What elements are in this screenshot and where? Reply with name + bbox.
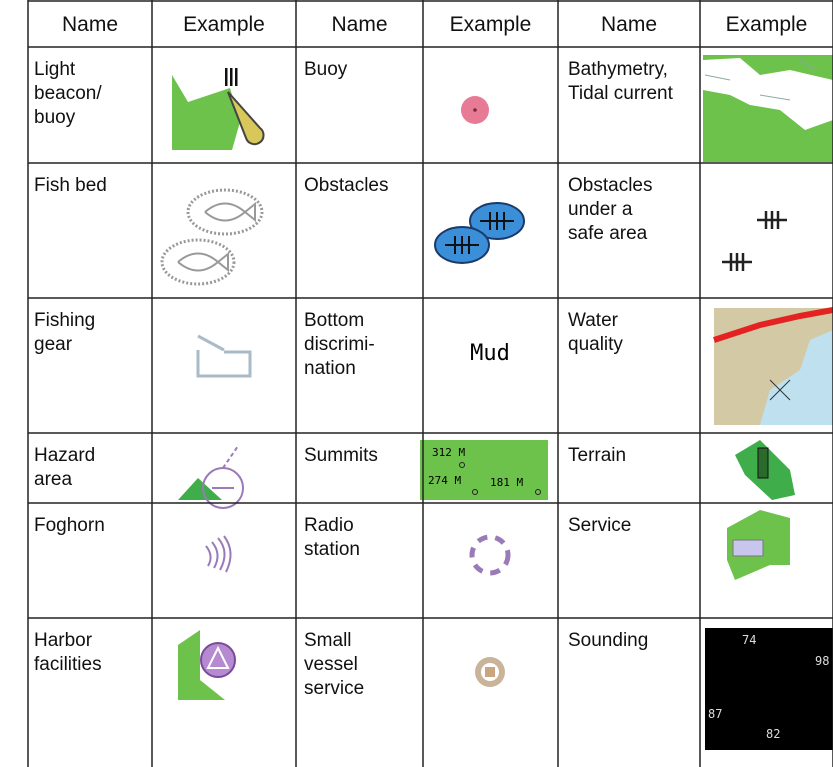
icon-light-beacon (172, 68, 265, 150)
name-cell: station (304, 539, 360, 560)
name-cell: Obstacles (568, 175, 652, 196)
name-cell: Obstacles (304, 175, 388, 196)
header-cell: Example (183, 13, 265, 36)
icon-text: 274 M (428, 474, 461, 487)
name-cell: Fish bed (34, 175, 107, 196)
icon-text: 181 M (490, 476, 523, 489)
header-cell: Name (331, 13, 387, 36)
name-cell: discrimi- (304, 334, 375, 355)
icon-obstacles-safe (722, 211, 787, 271)
header-cell: Name (62, 13, 118, 36)
name-cell: buoy (34, 107, 76, 128)
icon-bathymetry (703, 55, 833, 162)
name-cell: gear (34, 334, 73, 355)
icon-water-quality (713, 307, 833, 425)
name-cell: quality (568, 334, 623, 355)
icon-text: Mud (470, 341, 510, 366)
header-cell: Name (601, 13, 657, 36)
name-cell: Bathymetry, (568, 59, 668, 80)
name-cell: Sounding (568, 630, 648, 651)
name-cell: Service (568, 515, 631, 536)
name-cell: Fishing (34, 310, 95, 331)
icon-text: 82 (766, 727, 780, 741)
header-cell: Example (450, 13, 532, 36)
name-cell: area (34, 469, 72, 490)
name-cell: facilities (34, 654, 102, 675)
icon-text: 87 (708, 707, 722, 721)
icon-small-vessel (475, 657, 505, 687)
name-cell: Tidal current (568, 83, 674, 104)
name-cell: Buoy (304, 59, 348, 80)
icon-fish-bed (160, 188, 264, 286)
icon-sounding (705, 628, 833, 750)
name-cell: Water (568, 310, 619, 331)
icon-text: 98 (815, 654, 829, 668)
name-cell: vessel (304, 654, 358, 675)
icon-radio (469, 534, 511, 576)
icon-obstacles (434, 202, 525, 264)
icon-hazard (178, 445, 244, 509)
name-cell: Radio (304, 515, 354, 536)
icon-service (727, 510, 790, 580)
icon-text: 74 (742, 633, 756, 647)
name-cell: Bottom (304, 310, 364, 331)
name-cell: under a (568, 199, 633, 220)
icon-harbor (178, 630, 236, 700)
icon-buoy (461, 96, 489, 124)
icon-fishing-gear (196, 334, 252, 378)
icon-summits (420, 440, 548, 500)
name-cell: Hazard (34, 445, 95, 466)
name-cell: Light (34, 59, 76, 80)
name-cell: beacon/ (34, 83, 102, 104)
name-cell: service (304, 678, 364, 699)
name-cell: Terrain (568, 445, 626, 466)
icon-foghorn (205, 535, 232, 573)
name-cell: nation (304, 358, 356, 379)
icon-text: 312 M (432, 446, 465, 459)
header-cell: Example (726, 13, 808, 36)
name-cell: Small (304, 630, 352, 651)
name-cell: Summits (304, 445, 378, 466)
name-cell: safe area (568, 223, 648, 244)
name-cell: Foghorn (34, 515, 105, 536)
icon-terrain (735, 440, 795, 500)
name-cell: Harbor (34, 630, 93, 651)
